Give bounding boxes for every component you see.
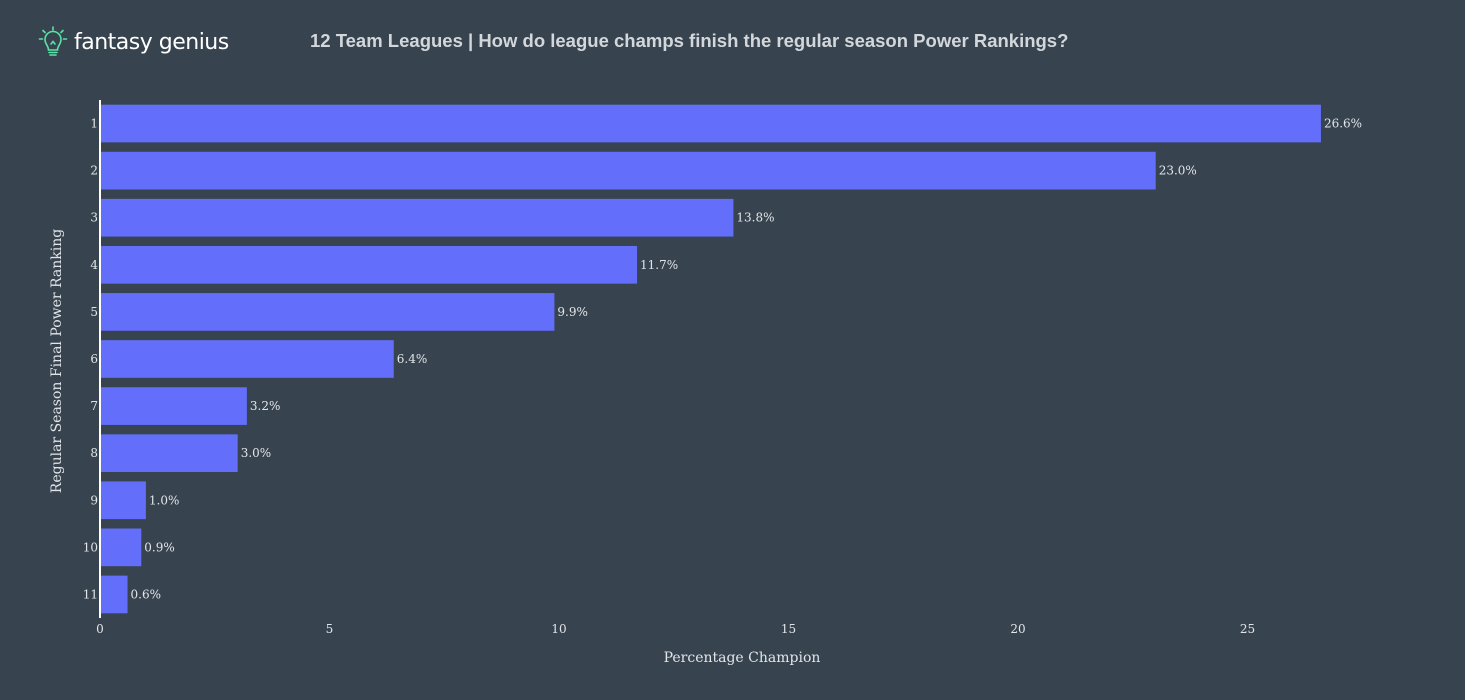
bar-2 bbox=[100, 151, 1156, 190]
data-label-7: 3.2% bbox=[250, 399, 281, 413]
bar-8 bbox=[100, 434, 238, 473]
x-tick-0: 0 bbox=[96, 622, 104, 636]
y-tick-3: 3 bbox=[90, 211, 98, 225]
brand-name: fantasy genius bbox=[74, 29, 229, 55]
y-tick-8: 8 bbox=[90, 446, 98, 460]
bar-5 bbox=[100, 293, 555, 331]
y-tick-7: 7 bbox=[90, 399, 98, 413]
bar-4 bbox=[100, 245, 638, 284]
data-label-2: 23.0% bbox=[1159, 164, 1197, 178]
bar-7 bbox=[100, 387, 247, 425]
x-axis-label: Percentage Champion bbox=[664, 650, 821, 666]
data-label-5: 9.9% bbox=[557, 305, 588, 319]
lightbulb-icon bbox=[38, 26, 68, 56]
y-tick-1: 1 bbox=[90, 117, 98, 131]
y-tick-10: 10 bbox=[83, 540, 98, 554]
y-tick-6: 6 bbox=[90, 352, 98, 366]
x-tick-5: 5 bbox=[326, 622, 334, 636]
data-label-11: 0.6% bbox=[131, 587, 162, 601]
bar-9 bbox=[100, 481, 146, 520]
chart-title: 12 Team Leagues | How do league champs f… bbox=[310, 30, 1069, 51]
data-label-3: 13.8% bbox=[736, 211, 774, 225]
data-label-9: 1.0% bbox=[149, 493, 180, 507]
x-tick-20: 20 bbox=[1010, 622, 1025, 636]
bar-1 bbox=[100, 104, 1321, 143]
y-tick-4: 4 bbox=[90, 258, 98, 272]
y-tick-2: 2 bbox=[90, 164, 98, 178]
x-tick-25: 25 bbox=[1240, 622, 1255, 636]
y-tick-9: 9 bbox=[90, 493, 98, 507]
data-label-6: 6.4% bbox=[397, 352, 428, 366]
bar-11 bbox=[100, 575, 128, 614]
bar-6 bbox=[100, 340, 394, 378]
data-label-10: 0.9% bbox=[144, 540, 175, 554]
bar-3 bbox=[100, 198, 734, 237]
data-label-4: 11.7% bbox=[640, 258, 678, 272]
y-axis-label: Regular Season Final Power Ranking bbox=[49, 229, 65, 493]
x-tick-10: 10 bbox=[551, 622, 566, 636]
y-tick-11: 11 bbox=[83, 587, 98, 601]
bar-10 bbox=[100, 528, 142, 567]
brand-logo[interactable]: fantasy genius bbox=[38, 26, 229, 58]
data-label-8: 3.0% bbox=[241, 446, 272, 460]
data-label-1: 26.6% bbox=[1324, 117, 1362, 131]
y-tick-5: 5 bbox=[90, 305, 98, 319]
x-tick-15: 15 bbox=[781, 622, 796, 636]
